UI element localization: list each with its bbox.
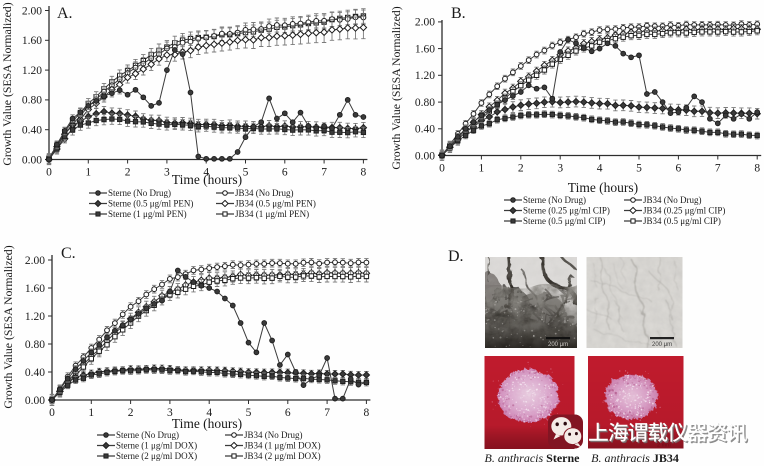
svg-text:3: 3 [557,163,563,175]
svg-text:2.00: 2.00 [25,255,45,267]
svg-text:2.00: 2.00 [22,5,42,17]
svg-text:JB34 (1 μg/ml PEN): JB34 (1 μg/ml PEN) [235,209,309,219]
svg-text:0.80: 0.80 [25,339,45,351]
svg-text:JB34 (0.25 μg/ml CIP): JB34 (0.25 μg/ml CIP) [643,206,725,216]
svg-text:4: 4 [206,407,212,419]
svg-text:Sterne (No Drug): Sterne (No Drug) [523,195,586,205]
svg-text:1: 1 [479,163,485,175]
svg-text:B. anthracis Sterne: B. anthracis Sterne [485,451,581,465]
svg-text:1: 1 [88,407,94,419]
svg-text:1.60: 1.60 [25,283,45,295]
svg-text:0: 0 [49,407,55,419]
svg-text:6: 6 [285,407,291,419]
svg-text:200 μm: 200 μm [652,342,672,348]
svg-text:7: 7 [321,167,327,179]
svg-text:Growth Value (SESA Normalized): Growth Value (SESA Normalized) [0,2,14,165]
svg-text:JB34 (0.5 μg/ml CIP): JB34 (0.5 μg/ml CIP) [643,216,721,226]
svg-text:6: 6 [676,163,682,175]
svg-text:2: 2 [518,163,524,175]
svg-text:Sterne (0.25 μg/ml CIP): Sterne (0.25 μg/ml CIP) [523,206,610,216]
svg-text:0.80: 0.80 [415,97,435,109]
svg-text:Sterne (0.5 μg/ml CIP): Sterne (0.5 μg/ml CIP) [523,216,605,226]
svg-text:0.40: 0.40 [415,124,435,136]
svg-text:Sterne (0.5 μg/ml PEN): Sterne (0.5 μg/ml PEN) [108,199,193,209]
svg-text:1.20: 1.20 [25,311,45,323]
svg-text:0: 0 [46,167,52,179]
svg-text:0.00: 0.00 [22,154,42,166]
svg-text:5: 5 [246,407,252,419]
svg-text:8: 8 [361,167,367,179]
svg-text:5: 5 [636,163,642,175]
svg-text:1.60: 1.60 [415,43,435,55]
svg-text:0.80: 0.80 [22,95,42,107]
svg-text:1.20: 1.20 [22,65,42,77]
svg-text:2: 2 [125,167,131,179]
svg-text:7: 7 [324,407,330,419]
svg-text:Time (hours): Time (hours) [172,416,242,431]
svg-text:Growth Value (SESA Normalized): Growth Value (SESA Normalized) [1,245,15,408]
svg-text:1.20: 1.20 [415,70,435,82]
svg-text:C.: C. [61,245,76,262]
svg-text:Sterne (1 μg/ml PEN): Sterne (1 μg/ml PEN) [108,209,187,219]
svg-text:Time (hours): Time (hours) [568,180,638,195]
svg-text:5: 5 [243,167,249,179]
svg-text:JB34 (No Drug): JB34 (No Drug) [235,188,294,198]
svg-text:4: 4 [597,163,603,175]
svg-text:0.00: 0.00 [25,395,45,407]
svg-text:200 μm: 200 μm [548,342,568,348]
svg-text:Growth Value (SESA Normalized): Growth Value (SESA Normalized) [389,6,403,169]
svg-text:6: 6 [282,167,288,179]
svg-text:JB34 (2 μg/ml DOX): JB34 (2 μg/ml DOX) [244,451,321,461]
svg-text:3: 3 [164,167,170,179]
svg-text:1: 1 [85,167,91,179]
svg-text:0: 0 [439,163,445,175]
svg-text:3: 3 [167,407,173,419]
svg-text:2 mm: 2 mm [657,443,671,449]
svg-text:0.40: 0.40 [25,367,45,379]
svg-text:8: 8 [364,407,370,419]
svg-text:Time (hours): Time (hours) [172,172,242,187]
svg-text:A.: A. [57,5,73,22]
svg-text:Sterne (No Drug): Sterne (No Drug) [108,188,171,198]
svg-text:0.00: 0.00 [415,150,435,162]
svg-text:B. anthracis JB34: B. anthracis JB34 [591,451,679,465]
svg-text:Sterne (1 μg/ml DOX): Sterne (1 μg/ml DOX) [116,441,197,451]
svg-text:JB34 (No Drug): JB34 (No Drug) [643,195,702,205]
svg-text:JB34 (0.5 μg/ml PEN): JB34 (0.5 μg/ml PEN) [235,199,316,209]
svg-text:0.40: 0.40 [22,125,42,137]
svg-text:2.00: 2.00 [415,17,435,29]
svg-text:7: 7 [715,163,721,175]
svg-text:2: 2 [128,407,134,419]
svg-text:Sterne (2 μg/ml DOX): Sterne (2 μg/ml DOX) [116,451,197,461]
svg-text:D.: D. [448,248,464,265]
svg-text:JB34 (No Drug): JB34 (No Drug) [244,430,303,440]
svg-text:4: 4 [203,167,209,179]
svg-text:Sterne (No Drug): Sterne (No Drug) [116,430,179,440]
svg-text:1.60: 1.60 [22,35,42,47]
svg-text:JB34 (1 μg/ml DOX): JB34 (1 μg/ml DOX) [244,441,321,451]
svg-text:B.: B. [451,5,466,22]
svg-text:8: 8 [754,163,760,175]
